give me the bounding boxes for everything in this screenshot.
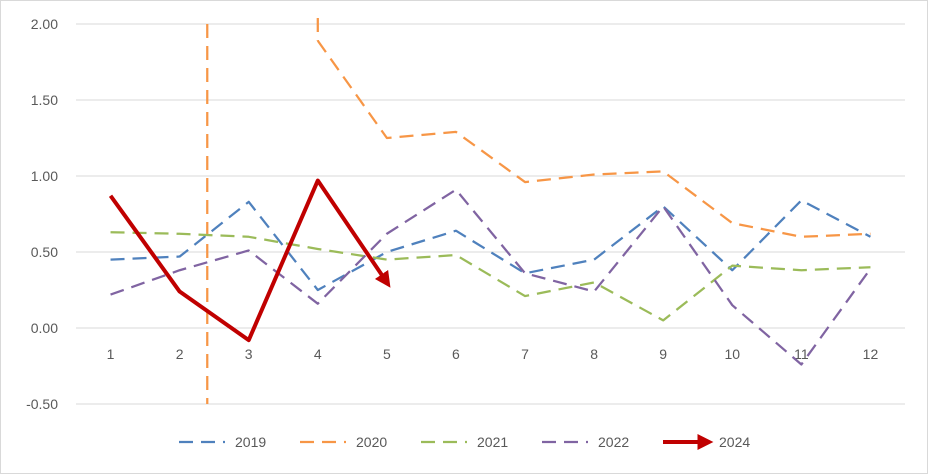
x-tick-label: 9 [659, 346, 667, 362]
series-lines [108, 18, 872, 404]
legend-label: 2020 [356, 434, 387, 450]
y-tick-label: 0.00 [31, 320, 58, 336]
x-tick-label: 5 [383, 346, 391, 362]
y-tick-label: 1.00 [31, 168, 58, 184]
x-tick-label: 1 [107, 346, 115, 362]
series-line-2022 [110, 188, 872, 366]
x-tick-label: 6 [452, 346, 460, 362]
legend-label: 2019 [235, 434, 266, 450]
series-line-2019 [110, 199, 871, 292]
legend-item-2021: 2021 [421, 434, 508, 450]
y-axis-tick-labels: -0.50 0.00 0.50 1.00 1.50 2.00 [26, 16, 58, 412]
x-tick-label: 4 [314, 346, 322, 362]
gridlines [76, 23, 905, 405]
y-tick-label: -0.50 [26, 396, 58, 412]
y-tick-label: 2.00 [31, 16, 58, 32]
y-tick-label: 0.50 [31, 244, 58, 260]
legend: 2019 2020 2021 2022 2024 [179, 434, 750, 450]
x-tick-label: 11 [794, 346, 809, 362]
legend-item-2024: 2024 [663, 434, 750, 450]
x-tick-label: 10 [725, 346, 741, 362]
legend-item-2019: 2019 [179, 434, 266, 450]
legend-item-2022: 2022 [542, 434, 629, 450]
x-tick-label: 3 [245, 346, 253, 362]
legend-item-2020: 2020 [300, 434, 387, 450]
series-line-2021 [110, 231, 871, 322]
legend-label: 2021 [477, 434, 508, 450]
series-line-2024 [108, 178, 391, 343]
y-tick-label: 1.50 [31, 92, 58, 108]
series-line-2020 [316, 40, 871, 238]
x-tick-label: 8 [590, 346, 598, 362]
x-axis-tick-labels: 1 2 3 4 5 6 7 8 9 10 11 12 [107, 346, 879, 362]
legend-label: 2022 [598, 434, 629, 450]
legend-label: 2024 [719, 434, 750, 450]
x-tick-label: 12 [863, 346, 879, 362]
x-tick-label: 7 [521, 346, 529, 362]
x-tick-label: 2 [176, 346, 184, 362]
